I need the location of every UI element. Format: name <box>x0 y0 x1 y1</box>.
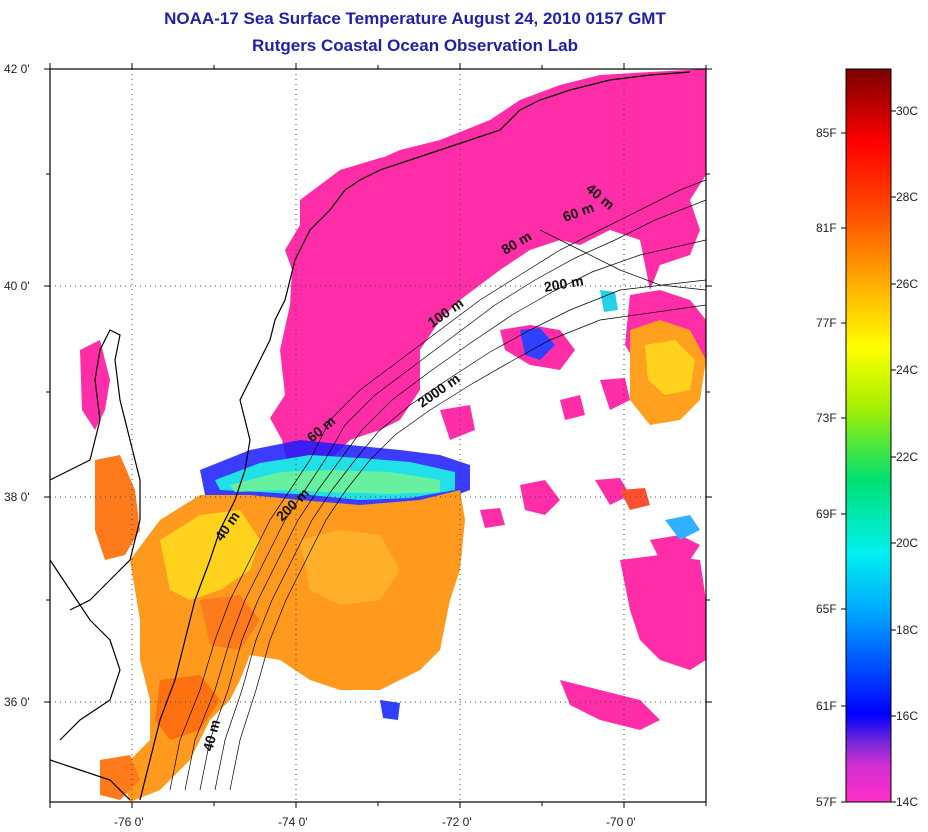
lat-tick-label: 38 0' <box>4 490 30 504</box>
colorbar-f-label: 69F <box>816 507 837 521</box>
colorbar-c-label: 18C <box>896 623 918 637</box>
colorbar-f-label: 57F <box>816 795 837 809</box>
map-grid <box>50 69 706 802</box>
axis-ticks <box>44 63 712 808</box>
colorbar-c-label: 30C <box>896 104 918 118</box>
lon-tick-label: -70 0' <box>606 815 636 829</box>
coastline <box>50 71 691 801</box>
lat-tick-label: 40 0' <box>4 279 30 293</box>
map-subtitle: Rutgers Coastal Ocean Observation Lab <box>252 36 578 55</box>
colorbar-c-label: 22C <box>896 450 918 464</box>
colorbar-f-label: 65F <box>816 602 837 616</box>
colorbar-c-label: 26C <box>896 277 918 291</box>
colorbar-c-label: 28C <box>896 190 918 204</box>
colorbar-c-label: 14C <box>896 795 918 809</box>
colorbar-c-label: 16C <box>896 709 918 723</box>
bathymetry-contours <box>169 179 706 791</box>
transition-band <box>200 290 700 720</box>
lon-tick-label: -72 0' <box>442 815 472 829</box>
colorbar-f-label: 85F <box>816 126 837 140</box>
colorbar-c-label: 20C <box>896 536 918 550</box>
latitude-labels: 42 0' 40 0' 38 0' 36 0' <box>4 62 30 709</box>
lon-tick-label: -74 0' <box>278 815 308 829</box>
fahrenheit-labels: 85F 81F 77F 73F 69F 65F 61F 57F <box>816 126 837 809</box>
colorbar-f-label: 61F <box>816 699 837 713</box>
colorbar-f-label: 81F <box>816 221 837 235</box>
colorbar-ticks <box>841 110 896 803</box>
contour-label: 40 m <box>199 718 223 753</box>
longitude-labels: -76 0' -74 0' -72 0' -70 0' <box>114 815 636 829</box>
colorbar-c-label: 24C <box>896 363 918 377</box>
lat-tick-label: 36 0' <box>4 695 30 709</box>
celsius-labels: 30C 28C 26C 24C 22C 20C 18C 16C 14C <box>896 104 918 809</box>
colorbar-f-label: 77F <box>816 316 837 330</box>
map-title: NOAA-17 Sea Surface Temperature August 2… <box>164 9 666 28</box>
contour-label: 200 m <box>543 272 585 295</box>
lat-tick-label: 42 0' <box>4 62 30 76</box>
warm-water-region <box>95 320 706 802</box>
lon-tick-label: -76 0' <box>114 815 144 829</box>
colorbar-f-label: 73F <box>816 411 837 425</box>
colorbar <box>845 68 892 803</box>
